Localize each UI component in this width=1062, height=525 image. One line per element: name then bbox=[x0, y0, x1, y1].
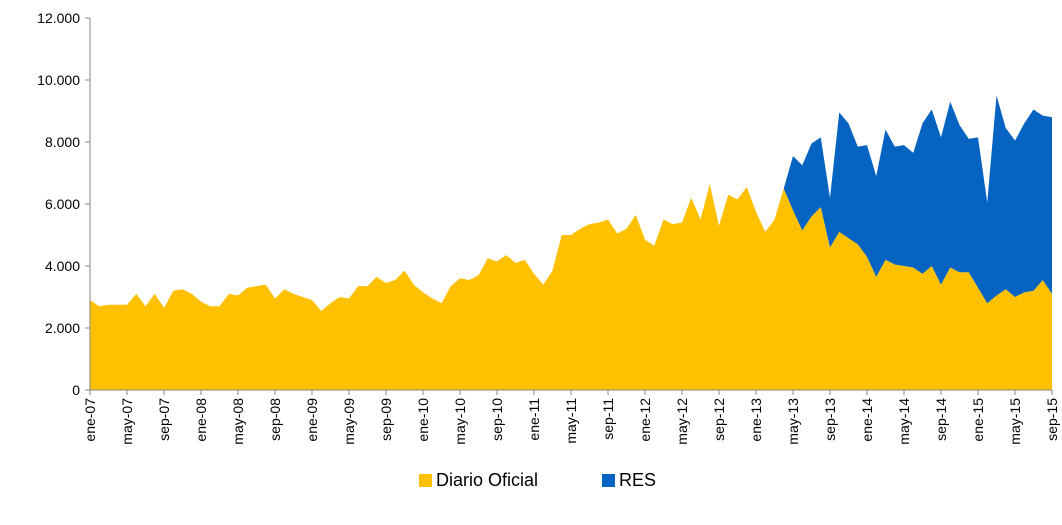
x-tick-label: ene-11 bbox=[526, 398, 542, 441]
x-tick-label: sep-13 bbox=[822, 398, 838, 441]
y-tick-label: 2.000 bbox=[45, 320, 80, 336]
area bbox=[90, 95, 1052, 311]
y-tick-label: 10.000 bbox=[37, 72, 80, 88]
x-tick-label: may-12 bbox=[674, 398, 690, 445]
y-tick-label: 0 bbox=[72, 382, 80, 398]
x-tick-label: ene-12 bbox=[637, 398, 653, 442]
x-tick-label: may-14 bbox=[896, 398, 912, 445]
x-tick-label: ene-10 bbox=[415, 398, 431, 442]
y-tick-label: 4.000 bbox=[45, 258, 80, 274]
x-tick-label: may-08 bbox=[230, 398, 246, 445]
x-tick-label: may-07 bbox=[119, 398, 135, 445]
x-tick-label: sep-12 bbox=[711, 398, 727, 441]
x-tick-label: sep-10 bbox=[489, 398, 505, 441]
legend-swatch bbox=[419, 474, 432, 487]
x-tick-label: ene-15 bbox=[970, 398, 986, 442]
y-tick-label: 8.000 bbox=[45, 134, 80, 150]
y-tick-label: 12.000 bbox=[37, 10, 80, 26]
x-tick-label: ene-09 bbox=[304, 398, 320, 442]
x-tick-label: ene-14 bbox=[859, 398, 875, 442]
x-tick-label: sep-15 bbox=[1044, 398, 1060, 441]
x-tick-label: sep-07 bbox=[156, 398, 172, 441]
legend-label: Diario Oficial bbox=[436, 470, 538, 490]
x-tick-label: may-09 bbox=[341, 398, 357, 445]
x-tick-label: sep-14 bbox=[933, 398, 949, 441]
x-tick-label: ene-08 bbox=[193, 398, 209, 442]
legend-swatch bbox=[602, 474, 615, 487]
x-tick-label: may-11 bbox=[563, 398, 579, 444]
x-tick-label: sep-08 bbox=[267, 398, 283, 441]
x-tick-label: may-13 bbox=[785, 398, 801, 445]
x-tick-label: may-10 bbox=[452, 398, 468, 445]
x-tick-label: ene-07 bbox=[82, 398, 98, 442]
x-tick-label: sep-11 bbox=[600, 398, 616, 440]
y-tick-label: 6.000 bbox=[45, 196, 80, 212]
legend-label: RES bbox=[619, 470, 656, 490]
x-tick-label: may-15 bbox=[1007, 398, 1023, 445]
x-tick-label: ene-13 bbox=[748, 398, 764, 442]
area bbox=[90, 183, 1052, 390]
x-tick-label: sep-09 bbox=[378, 398, 394, 441]
